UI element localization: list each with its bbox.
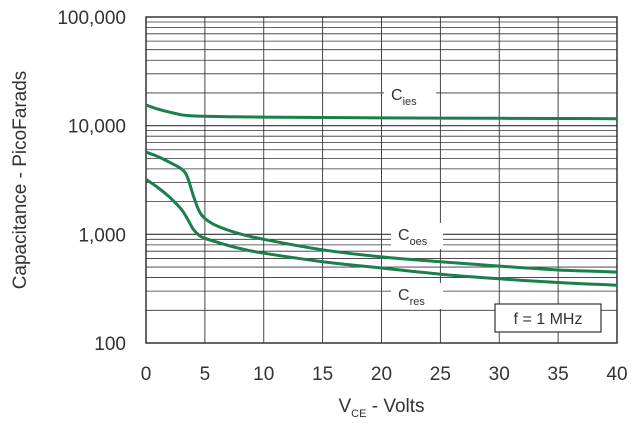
y-tick-label: 100,000 <box>57 8 126 29</box>
x-tick-label: 10 <box>253 364 274 385</box>
x-axis-title-main: V <box>338 396 351 417</box>
series-label-bg <box>391 223 443 249</box>
series-label-ies: Cies <box>391 87 417 108</box>
series-label-res: Cres <box>398 287 425 308</box>
x-tick-label: 5 <box>200 364 211 385</box>
series-line-oes <box>145 150 618 274</box>
grid <box>146 17 617 343</box>
series-labels: Cies Coes Cres <box>384 83 443 309</box>
y-tick-label: 1,000 <box>78 225 126 246</box>
x-tick-label: 40 <box>606 364 627 385</box>
x-axis-title-sub: CE <box>351 408 366 420</box>
series-group <box>145 103 618 287</box>
tick-labels: 0 5 10 15 20 25 30 35 40 100 1,000 10,000 100,000 <box>57 8 627 385</box>
x-tick-label: 20 <box>371 364 392 385</box>
frequency-annotation: f = 1 MHz <box>514 311 583 328</box>
y-tick-label: 10,000 <box>68 117 126 138</box>
series-label-bg <box>391 283 443 309</box>
series-label-oes: Coes <box>398 227 428 248</box>
x-tick-label: 30 <box>489 364 510 385</box>
x-tick-label: 15 <box>312 364 333 385</box>
y-tick-label: 100 <box>94 334 126 355</box>
x-tick-label: 35 <box>548 364 569 385</box>
y-axis-title: Capacitance - PicoFarads <box>10 71 31 290</box>
series-line-ies <box>145 103 618 121</box>
x-axis-title-rest: - Volts <box>366 396 424 417</box>
annotation-box: f = 1 MHz <box>494 303 602 333</box>
x-tick-label: 0 <box>141 364 152 385</box>
x-axis-title: VCE - Volts <box>338 396 424 420</box>
series-label-bg <box>384 83 436 109</box>
series-line-res <box>145 178 618 287</box>
x-tick-label: 25 <box>430 364 451 385</box>
